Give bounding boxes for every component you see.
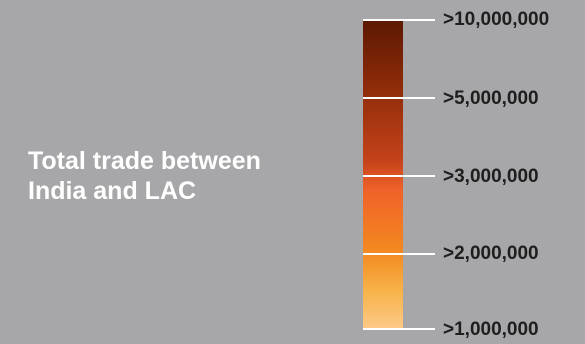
legend-title: Total trade between India and LAC [28,146,348,206]
tick-line-3m [363,175,435,177]
tick-label-10m: >10,000,000 [443,9,550,30]
tick-label-5m: >5,000,000 [443,88,539,109]
tick-label-1m: >1,000,000 [443,319,539,340]
legend-title-line-1: Total trade between [28,147,261,175]
tick-line-10m [363,19,435,21]
tick-label-3m: >3,000,000 [443,166,539,187]
tick-line-2m [363,253,435,255]
tick-label-2m: >2,000,000 [443,243,539,264]
tick-line-5m [363,97,435,99]
tick-line-1m [363,328,435,330]
legend-title-line-2: India and LAC [28,177,197,205]
